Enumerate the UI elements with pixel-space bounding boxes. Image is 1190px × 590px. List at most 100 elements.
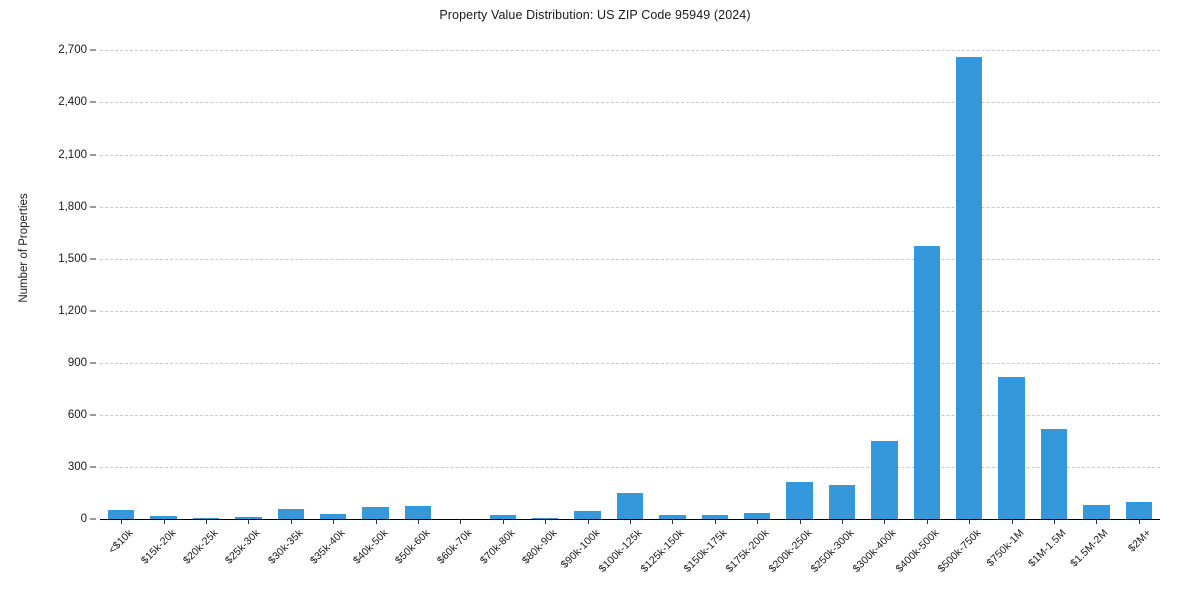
y-tick-mark: [90, 49, 96, 51]
x-tick-label: $1M-1.5M: [1026, 527, 1069, 570]
chart-title: Property Value Distribution: US ZIP Code…: [439, 8, 751, 22]
x-tick-label: $750k-1M: [984, 527, 1027, 570]
bar: [1125, 501, 1152, 519]
x-tick-label: $1.5M-2M: [1068, 527, 1111, 570]
gridline: [100, 310, 1160, 312]
bar: [532, 517, 559, 519]
bar: [828, 485, 856, 519]
bar: [786, 481, 813, 519]
y-tick-mark: [90, 310, 96, 312]
x-tick-label: $2M+: [1125, 527, 1154, 555]
bar: [744, 513, 771, 519]
x-tick-label: $70k-80k: [477, 527, 518, 567]
x-tick-mark: [1011, 519, 1013, 524]
x-tick-mark: [842, 519, 843, 524]
x-tick-label: $30k-35k: [265, 527, 306, 567]
x-tick-label: $175k-200k: [723, 527, 772, 575]
x-tick-label: $300k-400k: [850, 527, 899, 575]
y-tick-label: 1,500: [58, 252, 87, 265]
gridline: [100, 102, 1160, 104]
bar: [913, 245, 940, 519]
y-tick-label: 1,200: [58, 304, 87, 317]
x-tick-label: $150k-175k: [681, 527, 730, 575]
y-axis-label: Number of Properties: [18, 193, 30, 303]
bar: [235, 516, 262, 519]
bar: [150, 516, 177, 519]
x-tick-label: $125k-150k: [638, 527, 687, 575]
x-tick-label: $25k-30k: [223, 527, 263, 567]
bar: [659, 515, 686, 519]
bar: [1083, 505, 1110, 519]
x-tick-mark: [206, 519, 207, 524]
y-tick-mark: [90, 258, 96, 260]
x-tick-mark: [1138, 519, 1140, 524]
x-tick-label: $80k-90k: [520, 527, 560, 567]
x-tick-mark: [545, 519, 547, 524]
x-tick-mark: [290, 519, 292, 524]
y-tick-label: 900: [67, 356, 87, 369]
y-tick-mark: [90, 362, 96, 364]
y-tick-label: 600: [67, 408, 87, 421]
bar: [1040, 428, 1068, 519]
bar: [701, 514, 728, 519]
bar: [998, 376, 1025, 519]
y-tick-mark: [90, 101, 96, 103]
x-tick-mark: [1054, 519, 1055, 524]
bar: [362, 506, 389, 519]
x-tick-label: $15k-20k: [138, 527, 179, 567]
gridline: [100, 362, 1160, 364]
x-tick-mark: [502, 519, 504, 524]
gridline: [100, 414, 1160, 416]
x-tick-mark: [333, 519, 335, 524]
x-tick-mark: [799, 519, 801, 524]
y-tick-mark: [90, 206, 96, 208]
y-tick-label: 1,800: [58, 200, 87, 213]
x-tick-label: <$10k: [106, 527, 136, 557]
bar: [108, 510, 135, 519]
y-tick-mark: [90, 154, 96, 155]
x-axis: <$10k $15k-20k $20k-25k $25k-30k $30k-35k $35…: [100, 519, 1160, 590]
x-tick-mark: [163, 519, 165, 524]
y-axis: Number of Properties 0 300 600 900 1,200 1,50…: [0, 33, 100, 525]
y-tick-label: 0: [80, 513, 87, 525]
x-tick-mark: [969, 519, 971, 524]
x-tick-mark: [587, 519, 589, 524]
gridline: [100, 154, 1160, 156]
x-tick-mark: [1096, 519, 1098, 524]
x-tick-label: $35k-40k: [308, 527, 348, 567]
bar: [956, 57, 983, 519]
bar: [192, 518, 220, 519]
y-tick-label: 300: [67, 460, 87, 473]
x-tick-label: $200k-250k: [766, 527, 815, 575]
bar: [320, 514, 347, 519]
bar: [871, 440, 898, 519]
x-tick-mark: [672, 519, 674, 524]
y-tick-mark: [90, 466, 96, 468]
bar: [616, 492, 644, 519]
x-tick-label: $500k-750k: [935, 527, 984, 575]
x-tick-mark: [630, 519, 631, 524]
x-tick-label: $20k-25k: [180, 527, 221, 567]
bar: [489, 514, 516, 519]
x-tick-label: $400k-500k: [893, 527, 942, 575]
x-tick-mark: [926, 519, 928, 524]
y-tick-mark: [90, 518, 96, 520]
x-tick-mark: [248, 519, 250, 524]
gridline: [100, 50, 1160, 52]
x-tick-mark: [714, 519, 716, 524]
bar: [404, 505, 432, 519]
y-tick-mark: [90, 414, 96, 416]
bar: [277, 509, 304, 519]
y-tick-label: 2,100: [58, 148, 87, 161]
x-tick-label: $60k-70k: [435, 527, 475, 567]
bar: [574, 511, 601, 519]
x-tick-mark: [757, 519, 759, 524]
plot-area: [100, 33, 1160, 520]
x-tick-label: $90k-100k: [558, 527, 603, 571]
x-tick-label: $100k-125k: [596, 527, 645, 575]
x-tick-mark: [460, 519, 462, 524]
x-tick-mark: [375, 519, 377, 524]
x-tick-label: $50k-60k: [392, 527, 433, 567]
gridline: [100, 258, 1160, 260]
